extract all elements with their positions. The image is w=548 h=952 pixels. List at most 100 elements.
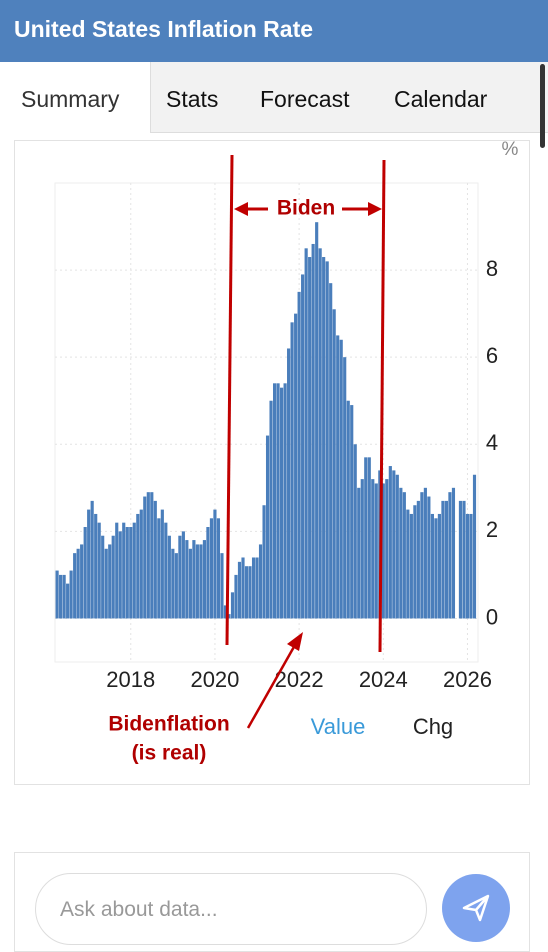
y-tick-label: 8 [486, 256, 498, 281]
bar [167, 535, 171, 619]
bar [216, 518, 221, 619]
bar [423, 487, 427, 619]
bar [150, 492, 154, 619]
bar [385, 479, 389, 619]
chart-card [14, 140, 530, 785]
toggle-option[interactable]: Chg [413, 714, 453, 739]
bar [322, 257, 326, 619]
bar [132, 522, 136, 619]
bar [199, 544, 203, 619]
bar [220, 553, 224, 619]
bar [444, 500, 449, 619]
tab-bar: Summary Stats Forecast Calendar [0, 62, 548, 148]
tab[interactable]: Stats [166, 86, 219, 112]
bar [80, 544, 84, 619]
annotation-lines [225, 154, 386, 729]
bar [108, 544, 112, 619]
bar [160, 509, 164, 619]
bar [343, 357, 347, 619]
bar [332, 309, 336, 619]
bar [209, 518, 214, 619]
bar [227, 614, 231, 619]
bar [465, 513, 470, 619]
y-tick-label: 6 [486, 343, 498, 368]
tab[interactable]: Forecast [260, 86, 350, 112]
bar [269, 400, 273, 619]
bar [129, 527, 133, 619]
bar [195, 544, 199, 619]
bar [111, 535, 115, 619]
x-tick-label: 2022 [275, 667, 324, 692]
bar [125, 527, 129, 619]
bar [234, 574, 238, 619]
bar [308, 257, 312, 619]
bar [381, 483, 385, 619]
bar [437, 513, 441, 619]
bar [251, 557, 256, 619]
bar [181, 531, 185, 619]
bar [66, 583, 70, 619]
arrowhead [234, 202, 248, 216]
bar [139, 509, 143, 619]
bar [94, 513, 98, 619]
bar [409, 513, 413, 619]
bar [83, 527, 87, 619]
bar [290, 322, 294, 619]
bar [118, 531, 122, 619]
send-button[interactable] [442, 874, 510, 942]
tab[interactable]: Summary [21, 86, 120, 112]
bar [416, 500, 420, 619]
bar [346, 400, 350, 619]
bar [276, 383, 280, 619]
bar [297, 291, 301, 619]
bar [315, 222, 319, 619]
bar [69, 570, 73, 619]
bar [427, 496, 431, 619]
bar [230, 592, 235, 619]
plot-frame [54, 182, 479, 663]
bar [353, 444, 357, 619]
bar [469, 513, 473, 619]
bar [301, 274, 305, 619]
bar [178, 535, 182, 619]
bar [265, 435, 270, 619]
bar [448, 492, 452, 619]
bar [206, 527, 210, 619]
bar [279, 387, 284, 619]
bar [413, 505, 417, 619]
bar [202, 540, 206, 619]
bar [73, 553, 77, 619]
bar [136, 513, 140, 619]
bar [472, 474, 477, 619]
x-tick-label: 2026 [443, 667, 492, 692]
send-icon [462, 894, 490, 922]
toggle-option[interactable]: Value [311, 714, 366, 739]
bar [273, 383, 277, 619]
bar [350, 405, 354, 619]
chat-input[interactable]: Ask about data... [35, 873, 427, 945]
bar [360, 479, 364, 619]
bar [339, 339, 343, 619]
bar [146, 492, 150, 619]
bar [371, 479, 375, 619]
bar [402, 492, 406, 619]
unit-label: % [502, 139, 519, 160]
bar [304, 248, 308, 619]
bar [318, 248, 322, 619]
tab[interactable]: Calendar [394, 86, 488, 112]
bar [192, 540, 196, 619]
bar [115, 522, 119, 619]
bar [262, 505, 266, 619]
chart: % 0 2 4 6 8 2018 2020 2022 2024 2026 Biden Bidenf… [54, 139, 519, 765]
app-header: United States Inflation Rate [0, 0, 548, 62]
bar [399, 487, 403, 619]
bar [188, 548, 192, 619]
bar [458, 500, 463, 619]
bar [213, 509, 217, 619]
bar [90, 500, 94, 619]
bar [185, 540, 189, 619]
bar [97, 522, 101, 619]
x-tick-label: 2020 [190, 667, 239, 692]
bar [336, 335, 340, 619]
bar [392, 470, 396, 619]
